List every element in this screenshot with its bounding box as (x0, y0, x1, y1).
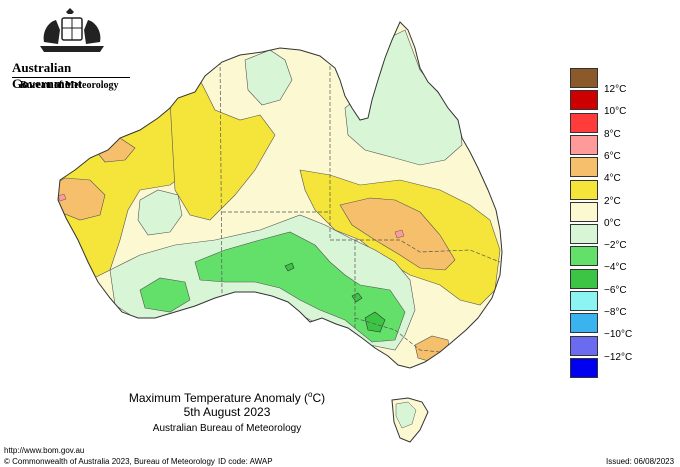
state-border-nsw-vic (354, 317, 441, 353)
bureau-name: Bureau of Meteorology (20, 80, 119, 91)
legend-swatch (570, 180, 598, 200)
state-border-wa (219, 54, 223, 296)
cool4-region-central-south (194, 231, 406, 343)
footer-url[interactable]: http://www.bom.gov.au (4, 446, 85, 455)
legend-swatch (570, 269, 598, 289)
coastline (57, 21, 503, 369)
legend-swatch (570, 135, 598, 155)
map-source: Australian Bureau of Meteorology (152, 423, 302, 434)
legend-swatch (570, 157, 598, 177)
legend-label: −10°C (604, 329, 633, 340)
legend-swatch (570, 113, 598, 133)
legend-swatch (570, 90, 598, 110)
legend-swatch (570, 291, 598, 311)
legend-label: 0°C (604, 218, 621, 229)
legend-label: −12°C (604, 352, 633, 363)
cool-region-central-west (137, 189, 183, 236)
legend-swatch (570, 224, 598, 244)
legend-swatch (570, 358, 598, 378)
tasmania-cool-region (395, 401, 417, 429)
legend-swatch (570, 202, 598, 222)
map-date: 5th August 2023 (183, 405, 271, 419)
cool-region-northeast (344, 29, 463, 166)
legend-label: −6°C (604, 285, 627, 296)
header-divider (12, 77, 130, 78)
legend-label: −2°C (604, 240, 627, 251)
footer-id-code: ID code: AWAP (218, 457, 273, 466)
legend-label: −4°C (604, 262, 627, 273)
warm6-spot-west (58, 193, 67, 202)
cool6-spot-3 (284, 262, 295, 272)
legend-label: 10°C (604, 106, 627, 117)
cool4-region-southwest (139, 277, 191, 313)
cool-region-north (244, 49, 293, 106)
legend-label: 8°C (604, 129, 621, 140)
state-border-qld-nsw (330, 239, 501, 263)
footer-copyright: © Commonwealth of Australia 2023, Bureau… (4, 457, 215, 466)
legend-label: 6°C (604, 151, 621, 162)
legend-swatch (570, 68, 598, 88)
footer-issued: Issued: 06/08/2023 (606, 457, 675, 466)
cool6-spot-1 (364, 311, 386, 333)
legend-label: 4°C (604, 173, 621, 184)
legend-swatch (570, 246, 598, 266)
legend-label: 2°C (604, 196, 621, 207)
map-title: Maximum Temperature Anomaly (oC) (128, 390, 326, 405)
warm6-spot-east (394, 229, 405, 239)
legend-label: 12°C (604, 84, 627, 95)
coat-of-arms-icon (40, 8, 104, 52)
warm-region-north (169, 79, 276, 221)
legend-swatch (570, 313, 598, 333)
legend-swatch (570, 336, 598, 356)
legend-label: −8°C (604, 307, 627, 318)
government-name: Australian Government (12, 60, 83, 91)
